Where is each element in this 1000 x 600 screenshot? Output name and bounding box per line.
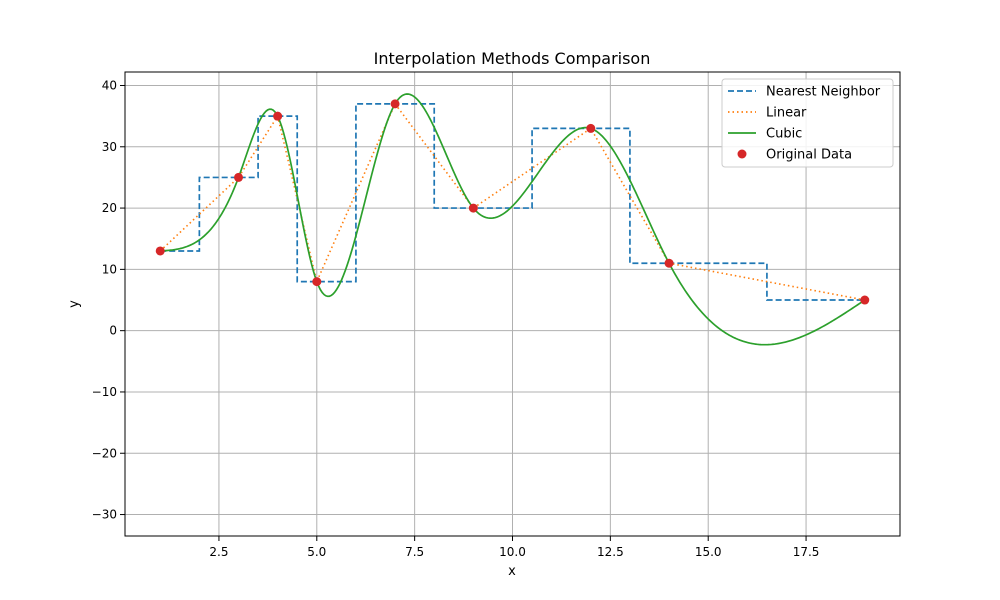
legend-box	[721, 78, 894, 168]
series-line-linear	[159, 102, 865, 301]
y-tick-label: 20	[102, 201, 117, 215]
data-point	[155, 246, 165, 256]
data-point	[586, 123, 596, 133]
data-point	[390, 99, 400, 109]
legend-label: Original Data	[766, 148, 852, 163]
legend-label: Cubic	[766, 127, 802, 142]
data-point	[860, 295, 870, 305]
data-point	[273, 111, 283, 121]
legend-marker	[737, 149, 747, 159]
plot-area	[155, 93, 870, 346]
axis-ticks: 2.5 5.0 7.5 10.0 12.5 15.0 17.5 −30 −20 −10 0 10 20 3…	[92, 78, 820, 559]
x-tick-label: 17.5	[793, 545, 820, 559]
legend-label: Nearest Neighbor	[766, 85, 881, 100]
data-point	[664, 258, 674, 268]
y-tick-label: 30	[102, 140, 117, 154]
x-tick-label: 12.5	[597, 545, 624, 559]
data-point	[234, 172, 244, 182]
data-point	[468, 203, 478, 213]
y-tick-label: 10	[102, 262, 117, 276]
data-point	[312, 277, 322, 287]
x-tick-label: 2.5	[209, 545, 228, 559]
y-axis-label: y	[67, 300, 82, 308]
chart-title: Interpolation Methods Comparison	[374, 49, 651, 68]
y-tick-label: 40	[102, 78, 117, 92]
y-tick-label: −30	[92, 508, 117, 522]
x-tick-label: 15.0	[695, 545, 722, 559]
x-axis-label: x	[508, 564, 516, 579]
x-tick-label: 5.0	[307, 545, 326, 559]
y-tick-label: 0	[109, 324, 117, 338]
y-tick-label: −10	[92, 385, 117, 399]
x-tick-label: 7.5	[405, 545, 424, 559]
legend-label: Linear	[766, 106, 807, 121]
y-tick-label: −20	[92, 446, 117, 460]
legend: Nearest Neighbor Linear Cubic Original Data	[721, 78, 894, 168]
grid	[125, 72, 900, 536]
x-tick-label: 10.0	[499, 545, 526, 559]
